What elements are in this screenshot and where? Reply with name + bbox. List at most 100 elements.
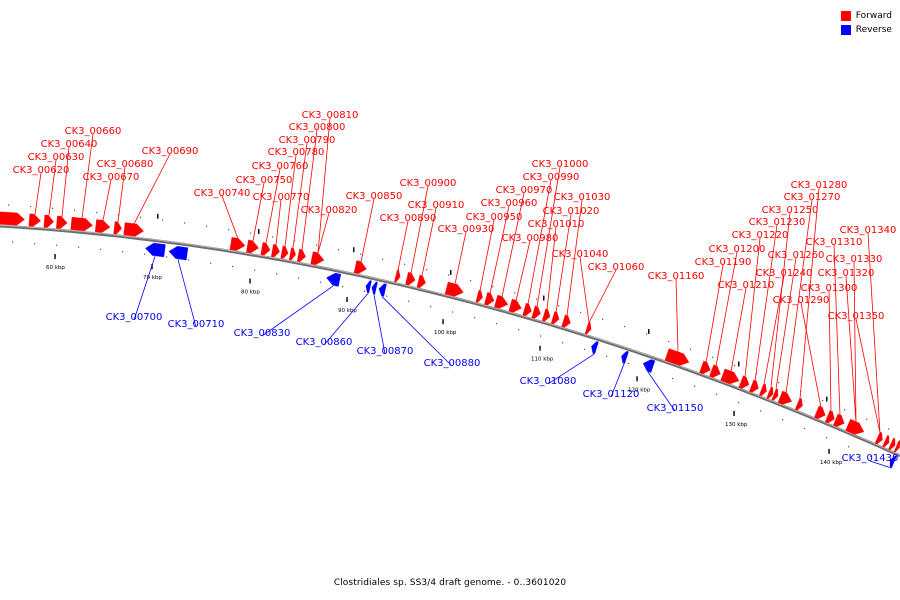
forward-gene-arrow-shape bbox=[416, 274, 426, 289]
forward-gene-label: CK3_00790 bbox=[279, 135, 336, 146]
reverse-gene-arrow-edge bbox=[378, 283, 388, 298]
tick-dot bbox=[34, 242, 36, 245]
forward-gene-arrow-shape bbox=[260, 242, 271, 256]
forward-gene-arrow bbox=[738, 375, 750, 390]
reverse-gene-arrow-edge bbox=[642, 358, 656, 374]
forward-gene-label: CK3_00820 bbox=[301, 205, 358, 216]
forward-gene-arrow bbox=[584, 321, 592, 335]
tick-dot bbox=[848, 446, 850, 448]
leader-line bbox=[715, 251, 738, 367]
tick-dot bbox=[188, 259, 190, 261]
major-tick bbox=[826, 396, 828, 402]
forward-gene-arrow-edge bbox=[43, 214, 55, 229]
forward-gene-arrow-edge bbox=[483, 291, 495, 306]
forward-gene-label: CK3_00810 bbox=[302, 110, 359, 121]
scale-tick bbox=[636, 376, 638, 382]
forward-gene-label: CK3_00760 bbox=[252, 161, 309, 172]
major-tick bbox=[353, 247, 355, 253]
forward-gene-label: CK3_00680 bbox=[97, 159, 154, 170]
forward-gene-arrow bbox=[508, 298, 523, 313]
forward-gene-label: CK3_00640 bbox=[41, 139, 98, 150]
reverse-gene-arrow-shape bbox=[371, 281, 378, 295]
leader-line bbox=[479, 219, 495, 291]
leader-line bbox=[221, 195, 239, 239]
forward-gene-label: CK3_01020 bbox=[543, 206, 600, 217]
forward-gene-arrow-edge bbox=[794, 397, 804, 412]
reverse-gene-arrow-shape bbox=[365, 280, 372, 294]
scale-label: 60 kbp bbox=[46, 265, 65, 271]
reverse-gene-arrow bbox=[642, 358, 656, 374]
forward-gene-label: CK3_00660 bbox=[65, 126, 122, 137]
forward-gene-arrow-shape bbox=[113, 221, 122, 235]
backbone-highlight bbox=[0, 224, 900, 456]
scale-tick bbox=[54, 253, 56, 259]
forward-gene-arrow bbox=[881, 434, 890, 448]
forward-gene-arrow bbox=[887, 437, 896, 451]
tick-dot bbox=[628, 362, 630, 365]
forward-gene-arrow-shape bbox=[758, 383, 767, 397]
forward-gene-label: CK3_01200 bbox=[709, 244, 766, 255]
tick-dot bbox=[74, 209, 76, 211]
forward-gene-arrow-shape bbox=[738, 375, 750, 389]
tick-dot bbox=[166, 256, 168, 258]
tick-dot bbox=[844, 409, 846, 411]
tick-dot bbox=[694, 385, 696, 387]
leader-line bbox=[381, 296, 453, 367]
forward-gene-arrow-edge bbox=[0, 211, 26, 226]
forward-gene-arrow bbox=[874, 431, 884, 445]
scale-label: 110 kbp bbox=[531, 357, 554, 363]
forward-gene-arrow bbox=[521, 302, 533, 317]
reverse-gene-arrow-edge bbox=[144, 242, 167, 258]
leader-line bbox=[799, 187, 820, 399]
reverse-gene-arrow bbox=[620, 350, 630, 365]
forward-gene-arrow bbox=[444, 281, 465, 298]
forward-gene-arrow-edge bbox=[521, 302, 533, 317]
forward-gene-arrow-shape bbox=[444, 281, 464, 297]
tick-dot bbox=[602, 318, 604, 320]
forward-gene-arrow bbox=[28, 213, 42, 228]
forward-gene-label: CK3_01210 bbox=[718, 280, 775, 291]
forward-gene-arrow-shape bbox=[483, 292, 495, 306]
forward-gene-arrow bbox=[70, 216, 94, 232]
tick-dot bbox=[514, 292, 516, 294]
forward-gene-arrow-shape bbox=[493, 294, 509, 309]
tick-dot bbox=[316, 244, 318, 246]
scale-label: 80 kbp bbox=[241, 290, 260, 296]
forward-gene-label: CK3_01250 bbox=[762, 205, 819, 216]
reverse-gene-arrow-edge bbox=[889, 455, 898, 469]
tick-dot bbox=[536, 298, 538, 300]
tick-dot bbox=[540, 335, 542, 337]
forward-gene-arrow bbox=[483, 291, 495, 306]
forward-gene-arrow-shape bbox=[229, 236, 246, 251]
forward-gene-arrow-shape bbox=[584, 321, 592, 335]
tick-dot bbox=[382, 258, 384, 260]
forward-gene-arrow-edge bbox=[874, 431, 884, 445]
forward-gene-arrow-edge bbox=[444, 281, 465, 298]
leader-line bbox=[546, 226, 557, 310]
forward-gene-arrow bbox=[353, 259, 368, 275]
leader-line bbox=[177, 259, 197, 328]
forward-gene-arrow-shape bbox=[55, 215, 68, 229]
leader-line bbox=[261, 285, 334, 337]
tick-dot bbox=[870, 455, 872, 457]
tick-dot bbox=[492, 286, 494, 288]
reverse-gene-arrow bbox=[889, 455, 898, 469]
forward-gene-label: CK3_00930 bbox=[438, 224, 495, 235]
forward-gene-arrow-shape bbox=[123, 222, 144, 237]
forward-gene-arrow bbox=[280, 245, 289, 260]
forward-gene-arrow-edge bbox=[664, 347, 690, 367]
tick-dot bbox=[8, 204, 10, 206]
forward-gene-arrow-shape bbox=[561, 314, 571, 328]
tick-dot bbox=[782, 419, 784, 421]
forward-gene-label: CK3_01320 bbox=[818, 268, 875, 279]
forward-gene-arrow bbox=[748, 379, 760, 394]
leader-line bbox=[763, 275, 785, 385]
tick-dot bbox=[448, 274, 450, 276]
leader-line bbox=[81, 133, 94, 219]
forward-gene-arrow bbox=[832, 413, 845, 428]
reverse-gene-arrow-shape bbox=[642, 359, 656, 373]
forward-gene-arrow-shape bbox=[550, 311, 560, 325]
forward-gene-arrow-shape bbox=[888, 437, 896, 451]
tick-dot bbox=[210, 262, 212, 264]
